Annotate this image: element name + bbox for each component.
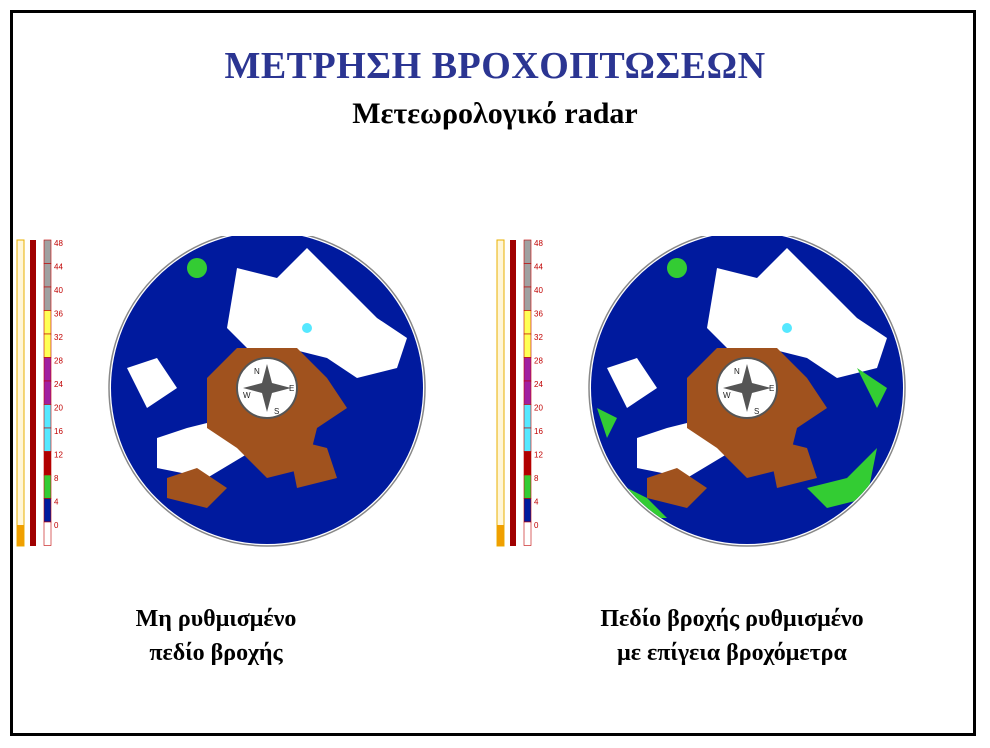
legend-color-segment: [523, 451, 532, 476]
legend-color-segment: [523, 521, 532, 546]
legend-tick-label: 24: [54, 380, 63, 389]
legend-color-segment: [523, 404, 532, 429]
legend-tick-label: 32: [534, 333, 543, 342]
legend-color-segment: [43, 474, 52, 499]
legend-tick-label: 48: [54, 239, 63, 248]
legend-color-segment: [523, 333, 532, 358]
legend-color-segment: [43, 333, 52, 358]
compass-south-label: S: [274, 407, 279, 416]
legend-bar-intensity: [510, 240, 516, 546]
radar-panel-unadjusted: 48 44 40 36 32 28 24 20 16 12 8 4 0 N E S W: [14, 229, 434, 561]
legend-tick-label: 44: [534, 263, 543, 272]
legend-color-segment: [523, 310, 532, 335]
legend-tick-label: 12: [54, 451, 63, 460]
legend-color-segment: [43, 521, 52, 546]
legend-tick-label: 48: [534, 239, 543, 248]
legend-tick-label: 4: [534, 498, 539, 507]
compass-south-label: S: [754, 407, 759, 416]
legend-bar-accumulation-fill: [17, 525, 24, 546]
legend-color-segment: [43, 427, 52, 452]
compass-west-label: W: [723, 391, 731, 400]
legend-tick-label: 28: [54, 357, 63, 366]
legend-color-segment: [523, 239, 532, 264]
legend-bar-accumulation: [16, 239, 25, 547]
legend-tick-label: 36: [534, 310, 543, 319]
legend-color-segment: [523, 357, 532, 382]
legend-color-segment: [523, 498, 532, 523]
legend-color-segment: [43, 286, 52, 311]
legend-tick-label: 44: [54, 263, 63, 272]
legend-tick-label: 32: [54, 333, 63, 342]
caption-line-1: Μη ρυθμισμένο: [135, 606, 297, 632]
slide-subtitle: Μετεωρολογικό radar: [352, 97, 638, 130]
legend-tick-label: 28: [534, 357, 543, 366]
legend-tick-label: 16: [54, 427, 63, 436]
legend-color-segment: [43, 451, 52, 476]
legend-tick-label: 0: [54, 521, 59, 530]
legend-color-segment: [43, 239, 52, 264]
legend-color-segment: [43, 498, 52, 523]
legend-color-segment: [43, 310, 52, 335]
compass-west-label: W: [243, 391, 251, 400]
legend-color-segment: [523, 286, 532, 311]
compass-east-label: E: [769, 384, 774, 393]
caption-unadjusted: Μη ρυθμισμένο πεδίο βροχής: [36, 602, 396, 670]
caption-line-2: πεδίο βροχής: [149, 640, 283, 666]
legend-color-segment: [43, 357, 52, 382]
compass-north-label: N: [734, 367, 740, 376]
compass-north-label: N: [254, 367, 260, 376]
legend-tick-label: 16: [534, 427, 543, 436]
caption-adjusted: Πεδίο βροχής ρυθμισμένο με επίγεια βροχό…: [552, 602, 912, 670]
caption-line-2: με επίγεια βροχόμετρα: [617, 640, 847, 666]
legend-tick-label: 12: [534, 451, 543, 460]
legend-color-segment: [43, 263, 52, 288]
legend-tick-label: 8: [54, 474, 59, 483]
legend-tick-label: 40: [534, 286, 543, 295]
legend-tick-label: 20: [54, 404, 63, 413]
legend-tick-label: 36: [54, 310, 63, 319]
legend-tick-label: 4: [54, 498, 59, 507]
legend-color-segment: [523, 380, 532, 405]
legend-bar-intensity: [30, 240, 36, 546]
compass-east-label: E: [289, 384, 294, 393]
legend-tick-label: 20: [534, 404, 543, 413]
legend-color-segment: [43, 380, 52, 405]
legend-color-segment: [523, 474, 532, 499]
legend-tick-label: 40: [54, 286, 63, 295]
legend-bar-accumulation-fill: [497, 525, 504, 546]
legend-color-segment: [523, 263, 532, 288]
radar-panel-adjusted: 48 44 40 36 32 28 24 20 16 12 8 4 0 N: [494, 229, 914, 561]
legend-bar-accumulation: [496, 239, 505, 547]
legend-tick-label: 8: [534, 474, 539, 483]
legend-color-segment: [43, 404, 52, 429]
legend-tick-label: 24: [534, 380, 543, 389]
slide-title: ΜΕΤΡΗΣΗ ΒΡΟΧΟΠΤΩΣΕΩΝ: [224, 45, 766, 87]
legend-color-segment: [523, 427, 532, 452]
caption-line-1: Πεδίο βροχής ρυθμισμένο: [600, 606, 864, 632]
legend-tick-label: 0: [534, 521, 539, 530]
